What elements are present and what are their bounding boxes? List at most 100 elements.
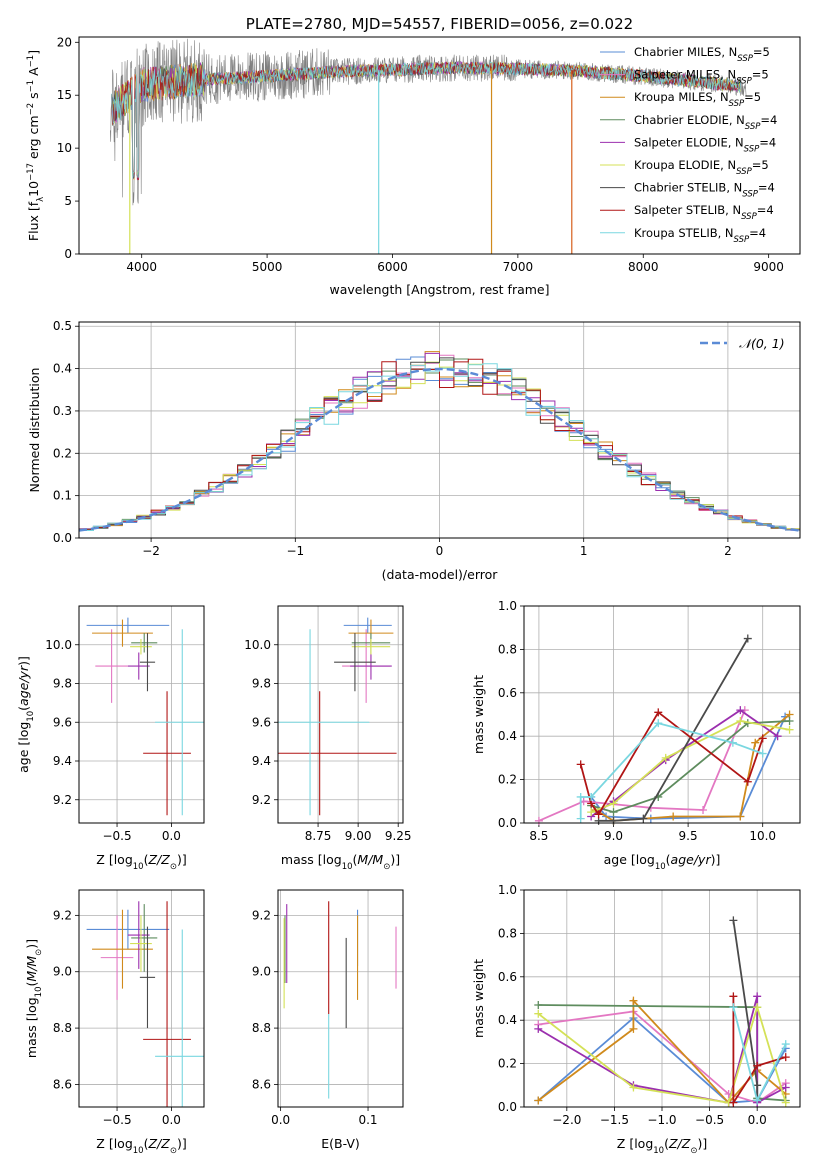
- axes-frame: [277, 605, 404, 824]
- y-tick-label: 9.4: [53, 754, 72, 768]
- y-tick-label: 9.2: [252, 908, 271, 922]
- mass-weight-marker: [743, 777, 752, 786]
- weight-vs-age-ylabel: mass weight: [471, 675, 486, 754]
- mass-weight-marker: [758, 734, 767, 743]
- y-tick-label: 0.3: [53, 404, 72, 418]
- mass-weight-marker: [534, 816, 543, 825]
- spectrum-panel: 4000 5000 6000 7000 8000 9000 0 5 10 15 20 PLATE=27…: [26, 15, 801, 297]
- x-tick-label: 9.00: [345, 829, 372, 843]
- mass-weight-marker: [729, 992, 738, 1001]
- y-tick-label: 0.4: [498, 729, 517, 743]
- y-tick-label: 8.6: [252, 1077, 271, 1091]
- mass-weight-marker: [743, 634, 752, 643]
- x-tick-label: −1.0: [647, 1113, 676, 1127]
- legend-label: Kroupa MILES, NSSP=5: [634, 90, 761, 109]
- x-tick-label: 9.5: [679, 829, 698, 843]
- mass-weight-line: [590, 709, 779, 818]
- x-tick-label: 8.75: [305, 829, 332, 843]
- mass-z-xlabel: Z [log10(Z/Z⊙)]: [96, 1136, 186, 1156]
- mass-weight-marker: [609, 799, 618, 808]
- x-tick-label: 0.0: [271, 1113, 290, 1127]
- legend-label: Chabrier STELIB, NSSP=4: [634, 181, 775, 200]
- weight-vs-z-panel: −2.0 −1.5 −1.0 −0.5 0.0 0.0 0.2 0.4 0.6 0.8 1.0 mas…: [471, 883, 801, 1156]
- mass-weight-marker: [753, 1081, 762, 1090]
- residuals-ylabel: Normed distribution: [27, 368, 42, 493]
- y-tick-label: 10: [57, 141, 72, 155]
- mass-z-ylabel: mass [log10(M/M⊙)]: [24, 939, 44, 1058]
- axes-frame: [277, 889, 404, 1108]
- y-tick-label: 0.4: [498, 1013, 517, 1027]
- mass-weight-marker: [587, 808, 596, 817]
- mass-weight-marker: [729, 1098, 738, 1107]
- y-tick-label: 9.6: [252, 715, 271, 729]
- x-tick-label: 0.1: [358, 1113, 377, 1127]
- y-tick-label: 0.0: [498, 816, 517, 830]
- spectrum-ylabel: Flux [fλ10−17 erg cm−2 s−1 A−1]: [26, 50, 46, 241]
- x-tick-label: 7000: [503, 260, 534, 274]
- errorbar-plot-area: [283, 901, 397, 1099]
- model-spectrum-line: [111, 61, 741, 180]
- y-tick-label: 0.6: [498, 970, 517, 984]
- mass-weight-marker: [534, 1096, 543, 1105]
- y-tick-label: 0.2: [498, 773, 517, 787]
- mass-weight-marker: [736, 812, 745, 821]
- mass-weight-marker: [629, 996, 638, 1005]
- spectrum-plot-area: [110, 38, 747, 254]
- axes-frame: [78, 605, 205, 824]
- x-tick-label: 4000: [126, 260, 157, 274]
- legend-label: Salpeter ELODIE, NSSP=4: [634, 135, 776, 154]
- legend-label: Salpeter STELIB, NSSP=4: [634, 203, 774, 222]
- y-tick-label: 15: [57, 88, 72, 102]
- y-tick-label: 9.8: [53, 677, 72, 691]
- x-tick-label: 0.0: [748, 1113, 767, 1127]
- x-tick-label: −0.5: [102, 1113, 131, 1127]
- mass-weight-marker: [736, 717, 745, 726]
- mass-weight-marker: [629, 1024, 638, 1033]
- y-tick-label: 9.8: [252, 677, 271, 691]
- x-tick-label: 0.0: [162, 1113, 181, 1127]
- x-tick-label: 5000: [252, 260, 283, 274]
- errorbar-plot-area: [278, 617, 397, 816]
- x-tick-label: 8.5: [529, 829, 548, 843]
- histogram-step: [79, 357, 800, 531]
- mass-weight-marker: [758, 749, 767, 758]
- mass-weight-marker: [736, 706, 745, 715]
- mass-weight-marker: [753, 1061, 762, 1070]
- residuals-xlabel: (data-model)/error: [382, 567, 499, 582]
- y-tick-label: 1.0: [498, 599, 517, 613]
- y-tick-label: 9.2: [53, 793, 72, 807]
- mass-weight-marker: [729, 916, 738, 925]
- y-tick-label: 0.2: [53, 446, 72, 460]
- mass-weight-marker: [576, 792, 585, 801]
- errorbar-plot-area: [86, 617, 204, 816]
- mass-weight-line: [598, 638, 749, 822]
- weight-plot-area: [534, 916, 790, 1107]
- mass-weight-line: [590, 720, 790, 813]
- y-tick-label: 0.6: [498, 686, 517, 700]
- y-tick-label: 0.5: [53, 319, 72, 333]
- mass-weight-marker: [534, 1009, 543, 1018]
- mass-weight-marker: [534, 1024, 543, 1033]
- x-tick-label: 9000: [753, 260, 784, 274]
- y-tick-label: 9.4: [252, 754, 271, 768]
- y-tick-label: 1.0: [498, 883, 517, 897]
- legend-label: Chabrier MILES, NSSP=5: [634, 45, 770, 64]
- legend-label: Chabrier ELODIE, NSSP=4: [634, 113, 777, 132]
- x-tick-label: −2.0: [552, 1113, 581, 1127]
- x-tick-label: −1: [286, 544, 304, 558]
- mass-weight-line: [732, 996, 786, 1106]
- x-tick-label: 0.0: [162, 829, 181, 843]
- axes-frame: [78, 321, 801, 539]
- axes-frame: [523, 605, 801, 824]
- y-tick-label: 9.0: [53, 965, 72, 979]
- y-tick-label: 0.0: [498, 1100, 517, 1114]
- mass-weight-marker: [594, 810, 603, 819]
- y-tick-label: 9.0: [252, 965, 271, 979]
- age-vs-mass-panel: 8.75 9.00 9.25 9.2 9.4 9.6 9.8 10.0 mass [log10(…: [244, 605, 412, 872]
- mass-weight-marker: [751, 738, 760, 747]
- y-tick-label: 0.8: [498, 642, 517, 656]
- y-tick-label: 8.8: [53, 1021, 72, 1035]
- y-tick-label: 0.0: [53, 531, 72, 545]
- x-tick-label: 6000: [377, 260, 408, 274]
